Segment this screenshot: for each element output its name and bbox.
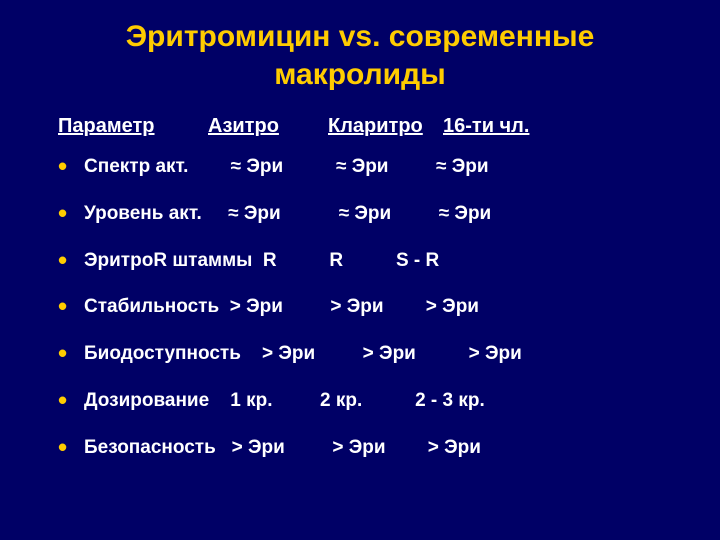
header-16member: 16-ти чл. [443,115,563,138]
slide-title: Эритромицин vs. современные макролиды [40,18,680,93]
list-item: ЭритроR штаммы R R S - R [40,250,680,273]
list-item: Биодоступность > Эри > Эри > Эри [40,343,680,366]
list-item: Уровень акт. ≈ Эри ≈ Эри ≈ Эри [40,203,680,226]
list-item: Безопасность > Эри > Эри > Эри [40,437,680,460]
header-parameter: Параметр [58,115,208,138]
list-item: Дозирование 1 кр. 2 кр. 2 - 3 кр. [40,390,680,413]
header-azitro: Азитро [208,115,328,138]
list-item: Стабильность > Эри > Эри > Эри [40,296,680,319]
slide: Эритромицин vs. современные макролиды Па… [0,0,720,540]
header-klaritro: Кларитро [328,115,443,138]
list-item: Спектр акт. ≈ Эри ≈ Эри ≈ Эри [40,156,680,179]
table-header-row: Параметр Азитро Кларитро 16-ти чл. [58,115,680,138]
bullet-list: Спектр акт. ≈ Эри ≈ Эри ≈ Эри Уровень ак… [40,156,680,460]
